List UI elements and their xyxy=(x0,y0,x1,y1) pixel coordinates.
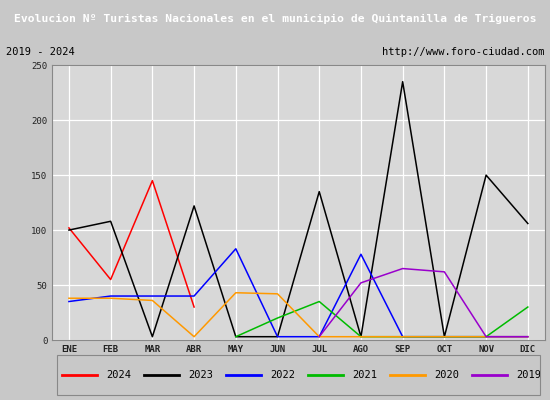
Text: 2023: 2023 xyxy=(189,370,213,380)
Text: Evolucion Nº Turistas Nacionales en el municipio de Quintanilla de Trigueros: Evolucion Nº Turistas Nacionales en el m… xyxy=(14,14,536,24)
Text: 2019 - 2024: 2019 - 2024 xyxy=(6,47,74,57)
Text: 2020: 2020 xyxy=(434,370,460,380)
Text: 2019: 2019 xyxy=(516,370,542,380)
Text: 2021: 2021 xyxy=(353,370,377,380)
Text: 2022: 2022 xyxy=(271,370,295,380)
Text: 2024: 2024 xyxy=(106,370,131,380)
Text: http://www.foro-ciudad.com: http://www.foro-ciudad.com xyxy=(382,47,544,57)
